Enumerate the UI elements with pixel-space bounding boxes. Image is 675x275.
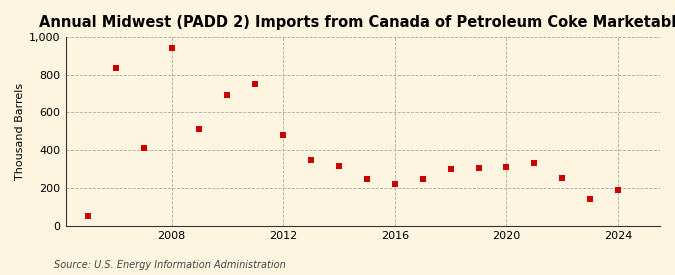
Point [417, 176, 428, 181]
Point [529, 160, 540, 165]
Point [333, 164, 344, 169]
Point [585, 197, 595, 202]
Point [250, 82, 261, 86]
Title: Annual Midwest (PADD 2) Imports from Canada of Petroleum Coke Marketable: Annual Midwest (PADD 2) Imports from Can… [39, 15, 675, 30]
Point [278, 133, 289, 137]
Point [362, 176, 373, 181]
Point [557, 175, 568, 180]
Point [389, 182, 400, 186]
Point [473, 166, 484, 170]
Point [166, 46, 177, 50]
Point [111, 66, 122, 70]
Point [306, 158, 317, 162]
Point [82, 214, 93, 219]
Text: Source: U.S. Energy Information Administration: Source: U.S. Energy Information Administ… [54, 260, 286, 270]
Point [222, 93, 233, 98]
Y-axis label: Thousand Barrels: Thousand Barrels [15, 83, 25, 180]
Point [194, 127, 205, 132]
Point [613, 188, 624, 192]
Point [501, 165, 512, 169]
Point [138, 146, 149, 150]
Point [446, 167, 456, 171]
